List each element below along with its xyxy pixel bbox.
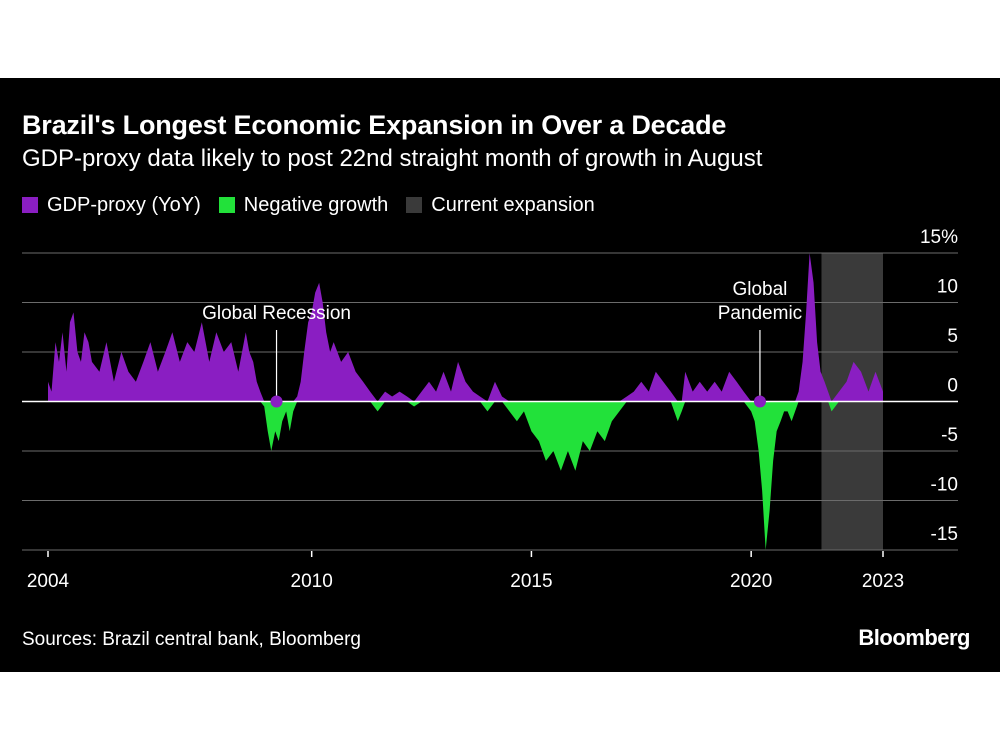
y-tick-label: -10 — [931, 475, 958, 496]
legend-label-negative-growth: Negative growth — [243, 193, 389, 216]
x-tick-label: 2023 — [862, 571, 904, 592]
legend-item-current-expansion: Current expansion — [406, 193, 595, 217]
y-tick-label: 0 — [947, 376, 958, 397]
y-tick-label: 10 — [937, 277, 958, 298]
x-tick-label: 2020 — [730, 571, 772, 592]
annotation-marker — [753, 395, 766, 408]
legend-label-current-expansion: Current expansion — [431, 193, 595, 216]
legend-swatch-purple — [22, 197, 38, 213]
negative-growth-area — [48, 401, 883, 550]
annotation-marker — [270, 395, 283, 408]
y-tick-label: -5 — [941, 425, 958, 446]
x-tick-label: 2015 — [510, 571, 552, 592]
bloomberg-logo: Bloomberg — [858, 625, 970, 650]
y-tick-label: 15% — [920, 227, 958, 248]
legend-item-gdp-proxy: GDP-proxy (YoY) — [22, 194, 201, 217]
chart-subtitle: GDP-proxy data likely to post 22nd strai… — [22, 145, 763, 172]
y-tick-label: 5 — [947, 326, 958, 347]
source-note: Sources: Brazil central bank, Bloomberg — [22, 629, 361, 650]
x-tick-label: 2004 — [27, 571, 70, 592]
legend-swatch-gray — [406, 197, 423, 213]
x-tick-label: 2010 — [291, 571, 333, 592]
gdp-proxy-area — [48, 253, 883, 402]
legend-item-negative-growth: Negative growth — [218, 193, 389, 217]
annotation-label: Global — [732, 279, 787, 300]
chart-title: Brazil's Longest Economic Expansion in O… — [22, 110, 727, 140]
legend: GDP-proxy (YoY) Negative growth Current … — [22, 193, 613, 217]
y-tick-label: -15 — [931, 524, 958, 545]
annotation-label: Pandemic — [718, 303, 803, 324]
annotation-label: Global Recession — [202, 303, 351, 324]
legend-label-gdp-proxy: GDP-proxy (YoY) — [47, 193, 201, 216]
legend-swatch-green — [218, 197, 235, 213]
